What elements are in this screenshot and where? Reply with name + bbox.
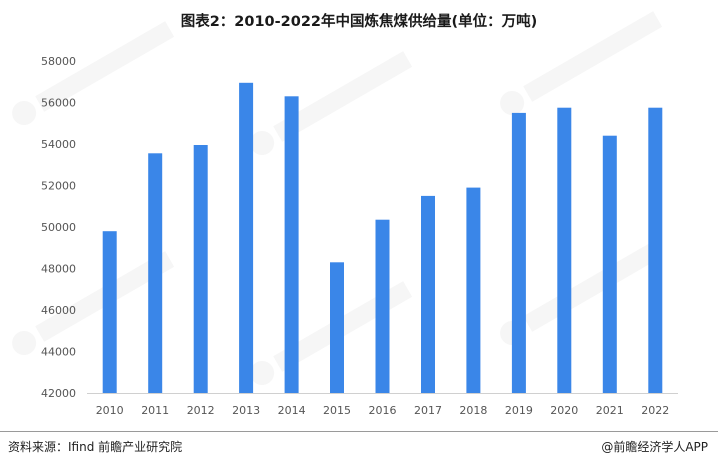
x-tick-label: 2020 xyxy=(550,404,578,417)
bar-2022 xyxy=(648,107,663,393)
bar-2019 xyxy=(511,112,526,394)
x-tick-label: 2019 xyxy=(505,404,533,417)
x-tick-label: 2013 xyxy=(232,404,260,417)
bar-2021 xyxy=(602,135,617,393)
watermark-logo-icon xyxy=(12,21,175,125)
bar-2011 xyxy=(148,153,163,393)
y-tick-label: 56000 xyxy=(41,97,76,110)
x-tick-label: 2017 xyxy=(414,404,442,417)
y-tick-label: 42000 xyxy=(41,387,76,400)
y-tick-label: 52000 xyxy=(41,180,76,193)
x-tick-label: 2011 xyxy=(141,404,169,417)
y-tick-label: 54000 xyxy=(41,138,76,151)
bar-2014 xyxy=(284,96,299,394)
bar-2013 xyxy=(239,82,254,394)
bar-2010 xyxy=(102,231,117,393)
bar-chart: 42000 44000 46000 48000 50000 52000 54000 56000… xyxy=(12,11,678,417)
y-tick-label: 48000 xyxy=(41,263,76,276)
footer-divider xyxy=(0,431,718,432)
bar-2012 xyxy=(193,145,208,393)
watermark-logo-icon xyxy=(250,51,413,155)
watermark-logo-icon xyxy=(500,11,663,115)
bar-2015 xyxy=(330,262,344,393)
x-axis: 2010 2011 2012 2013 2014 2015 2016 2017 2018 2019… xyxy=(96,404,670,417)
y-axis: 42000 44000 46000 48000 50000 52000 54000 56000… xyxy=(41,55,76,400)
bars-layer xyxy=(102,82,663,394)
bar-2017 xyxy=(421,195,435,393)
y-tick-label: 50000 xyxy=(41,221,76,234)
source-note: 资料来源：Ifind 前瞻产业研究院 xyxy=(8,440,183,454)
x-tick-label: 2022 xyxy=(641,404,669,417)
x-tick-label: 2012 xyxy=(187,404,215,417)
x-tick-label: 2016 xyxy=(369,404,397,417)
chart-title: 图表2：2010-2022年中国炼焦煤供给量(单位：万吨) xyxy=(180,14,538,30)
x-tick-label: 2014 xyxy=(278,404,306,417)
x-tick-label: 2015 xyxy=(323,404,351,417)
y-tick-label: 44000 xyxy=(41,346,76,359)
x-tick-label: 2010 xyxy=(96,404,124,417)
y-tick-label: 58000 xyxy=(41,55,76,68)
x-tick-label: 2018 xyxy=(459,404,487,417)
brand-credit: @前瞻经济学人APP xyxy=(601,440,708,454)
bar-2018 xyxy=(466,187,481,393)
bar-2020 xyxy=(557,107,572,393)
x-tick-label: 2021 xyxy=(596,404,624,417)
bar-2016 xyxy=(375,219,390,393)
y-tick-label: 46000 xyxy=(41,304,76,317)
